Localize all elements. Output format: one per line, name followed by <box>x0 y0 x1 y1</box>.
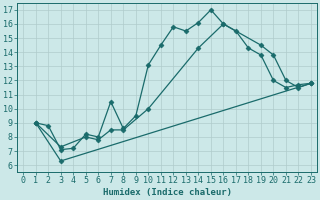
X-axis label: Humidex (Indice chaleur): Humidex (Indice chaleur) <box>103 188 232 197</box>
